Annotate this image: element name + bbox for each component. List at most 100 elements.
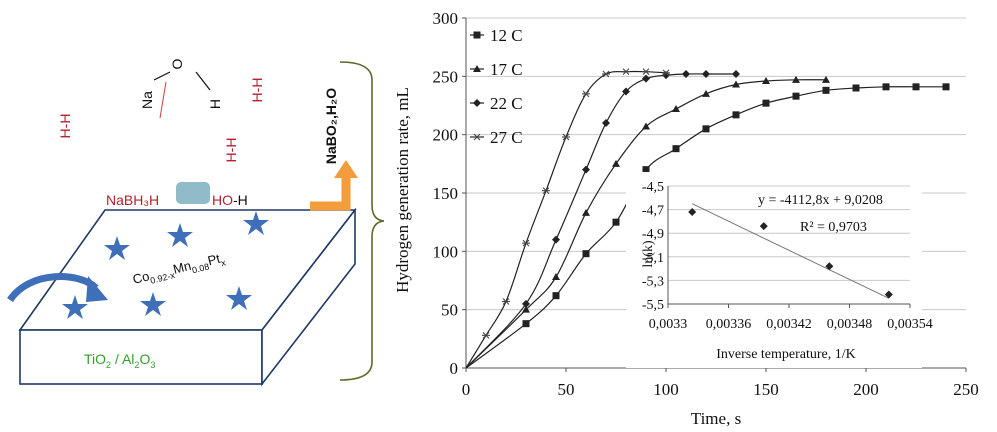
marker-stroke bbox=[473, 133, 481, 141]
main-x-tick-label: 100 bbox=[653, 380, 679, 399]
main-y-tick-label: 300 bbox=[433, 9, 459, 28]
marker-stroke bbox=[482, 331, 490, 339]
data-point-marker bbox=[622, 87, 630, 96]
star-icon bbox=[104, 236, 130, 260]
data-point-marker bbox=[822, 86, 830, 94]
marker-stroke bbox=[582, 90, 590, 98]
data-point-marker bbox=[612, 159, 620, 167]
data-point-marker bbox=[732, 80, 740, 88]
data-point-marker bbox=[662, 69, 670, 77]
data-point-marker bbox=[582, 165, 590, 174]
marker-stroke bbox=[562, 133, 570, 141]
main-y-tick-label: 150 bbox=[433, 184, 459, 203]
inset-r-squared: R² = 0,9703 bbox=[800, 220, 867, 235]
data-point-marker bbox=[612, 218, 620, 226]
main-y-tick-label: 0 bbox=[450, 359, 459, 378]
data-point-marker bbox=[522, 239, 530, 247]
main-x-tick-label: 200 bbox=[853, 380, 879, 399]
inset-y-axis-label: ln(k) bbox=[641, 240, 656, 268]
curved-arrow-head bbox=[86, 276, 108, 302]
data-point-marker bbox=[502, 298, 510, 305]
h2-molecule: H-H bbox=[249, 78, 265, 103]
data-point-marker bbox=[672, 105, 680, 112]
data-point-marker bbox=[552, 292, 560, 300]
product-label: NaBO₂,H₂O bbox=[323, 88, 339, 164]
main-chart: 0 50 100 150 200 250 300 0 50 100 150 200 250 Time, … bbox=[393, 9, 979, 428]
legend-label: 12 C bbox=[490, 26, 523, 45]
star-icon bbox=[167, 223, 193, 247]
inset-data-point bbox=[884, 290, 893, 299]
na-o-bond bbox=[153, 71, 171, 81]
main-y-tick-label: 200 bbox=[433, 126, 459, 145]
main-y-tick-label: 100 bbox=[433, 242, 459, 261]
data-point-marker bbox=[582, 90, 590, 98]
inset-data-point bbox=[688, 207, 697, 216]
legend-label: 27 C bbox=[490, 128, 523, 147]
main-legend: 12 C 17 C 22 C 27 C bbox=[470, 26, 523, 147]
series-line-1 bbox=[465, 86, 946, 369]
inset-equation: y = -4112,8x + 9,0208 bbox=[758, 193, 883, 208]
water-h: -H bbox=[233, 192, 248, 208]
main-y-tick-label: 50 bbox=[441, 301, 458, 320]
catalyst-schematic: H-H H-H H-H Na O H NaBH₃H HO-H Co0. bbox=[7, 58, 385, 387]
data-point-marker bbox=[732, 70, 740, 78]
catalyst-formula: Co0.92-xMn0.08Ptx bbox=[131, 249, 227, 289]
marker-stroke bbox=[502, 298, 510, 305]
data-point-marker bbox=[792, 75, 800, 83]
support-label: TiO2 / Al2O3 bbox=[84, 351, 155, 370]
data-point-marker bbox=[912, 83, 920, 91]
inset-points bbox=[688, 203, 893, 299]
data-point-marker bbox=[792, 92, 800, 100]
star-icon bbox=[243, 211, 269, 235]
inset-x-tick-label: 0,00342 bbox=[766, 317, 812, 332]
inset-data-point bbox=[825, 262, 834, 271]
inset-x-tick-label: 0,00354 bbox=[887, 317, 933, 332]
hydrogen-label: H bbox=[207, 99, 223, 109]
main-x-tick-label: 0 bbox=[462, 380, 471, 399]
main-x-axis-label: Time, s bbox=[691, 409, 741, 428]
main-x-tick-label: 50 bbox=[558, 380, 575, 399]
marker-stroke bbox=[542, 187, 550, 195]
catalyst-side-face bbox=[261, 207, 356, 387]
data-point-marker bbox=[702, 89, 710, 97]
water-label: HO-H bbox=[212, 192, 248, 208]
brace bbox=[339, 61, 385, 381]
data-point-marker bbox=[542, 187, 550, 195]
data-point-marker bbox=[642, 166, 650, 174]
data-point-marker bbox=[672, 145, 680, 153]
inset-background bbox=[626, 172, 922, 368]
borohydride-label: NaBH₃H bbox=[106, 192, 159, 208]
inset-data-point bbox=[759, 222, 768, 231]
main-x-tick-label: 250 bbox=[953, 380, 979, 399]
data-point-marker bbox=[582, 208, 590, 216]
data-point-marker bbox=[852, 84, 860, 92]
main-series bbox=[465, 68, 950, 369]
data-point-marker bbox=[882, 83, 890, 91]
inset-y-tick-label: -4,7 bbox=[642, 204, 664, 219]
legend-marker bbox=[473, 65, 481, 72]
inset-x-tick-label: 0,0033 bbox=[649, 317, 688, 332]
data-point-marker bbox=[942, 83, 950, 91]
inset-x-axis-label: Inverse temperature, 1/K bbox=[716, 347, 856, 362]
data-point-marker bbox=[482, 331, 490, 339]
star-icon bbox=[62, 295, 88, 319]
data-point-marker bbox=[642, 68, 650, 76]
star-icon bbox=[226, 286, 252, 310]
h2-molecule: H-H bbox=[57, 114, 73, 139]
legend-marker bbox=[473, 133, 481, 141]
data-point-marker bbox=[702, 70, 710, 78]
inset-chart: -4,5 -4,7 -4,9 -5,1 -5,3 -5,5 0,0033 0,00336 0,0… bbox=[626, 172, 933, 368]
marker-stroke bbox=[622, 68, 630, 76]
oxygen-label: O bbox=[169, 58, 185, 69]
marker-stroke bbox=[662, 69, 670, 77]
marker-stroke bbox=[522, 239, 530, 247]
catalyst-front-face bbox=[19, 329, 263, 385]
h2-molecule: H-H bbox=[223, 138, 239, 163]
data-point-marker bbox=[762, 99, 770, 107]
main-ticks: 0 50 100 150 200 250 300 0 50 100 150 200 250 bbox=[433, 9, 979, 399]
water-ho: HO bbox=[212, 192, 233, 208]
inset-y-tick-label: -5,5 bbox=[642, 298, 664, 313]
data-point-marker bbox=[522, 305, 530, 313]
legend-marker bbox=[473, 31, 481, 39]
